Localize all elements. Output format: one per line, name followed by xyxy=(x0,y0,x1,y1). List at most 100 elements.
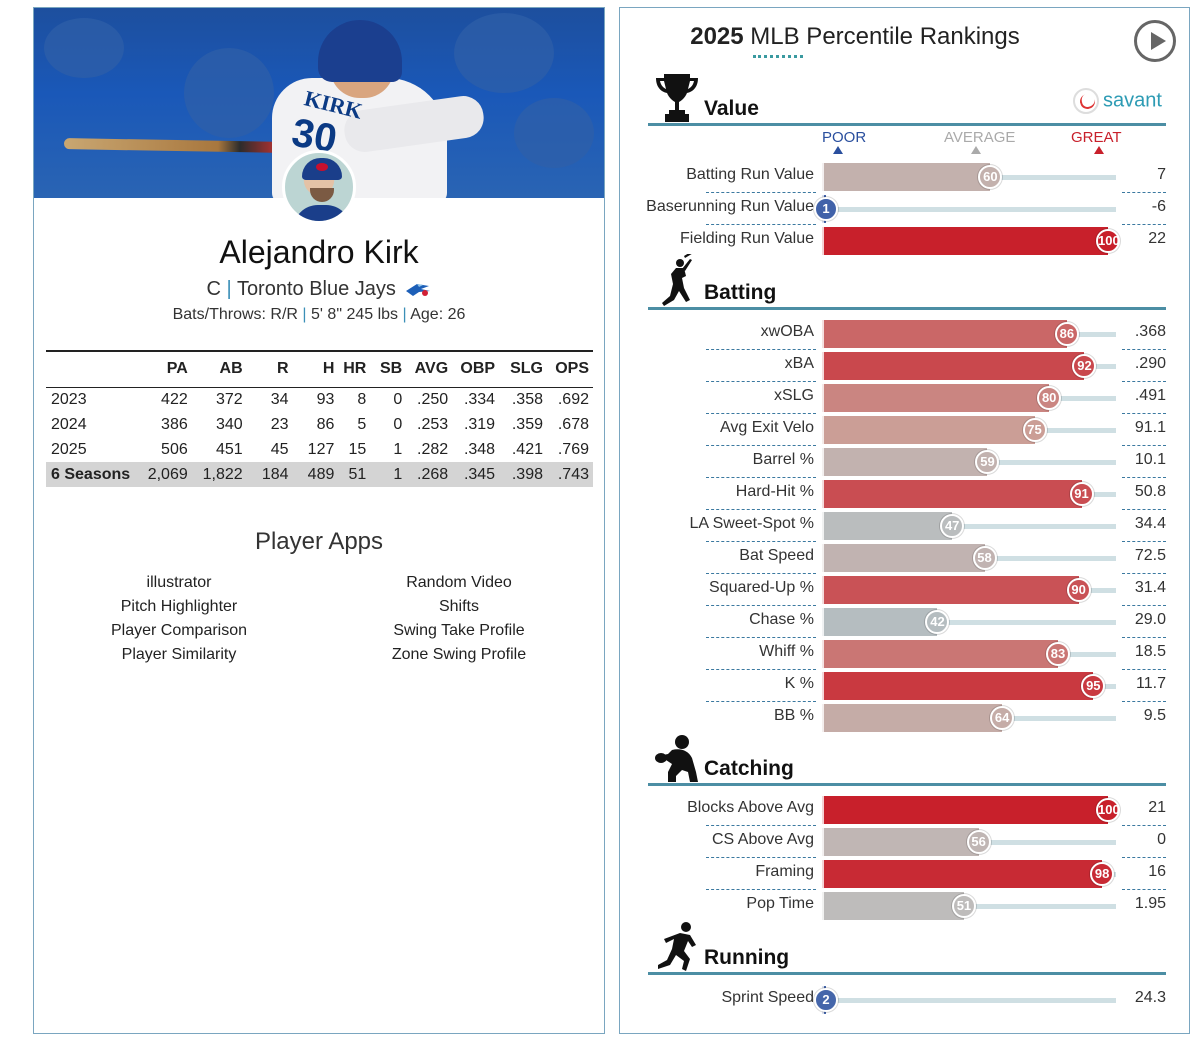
percentile-badge[interactable]: 42 xyxy=(925,610,950,634)
play-button[interactable] xyxy=(1134,20,1176,62)
metric-row[interactable]: Fielding Run Value 100 22 xyxy=(620,225,1189,257)
crowd-shape xyxy=(454,13,554,93)
savant-logo[interactable]: savant xyxy=(1073,88,1162,114)
percentile-badge[interactable]: 1 xyxy=(814,197,838,221)
metric-row[interactable]: Barrel % 59 10.1 xyxy=(620,446,1189,478)
app-link[interactable]: Shifts xyxy=(438,598,479,615)
column-header[interactable]: OPS xyxy=(555,360,589,378)
app-link[interactable]: Zone Swing Profile xyxy=(391,646,527,663)
bats-throws: Bats/Throws: R/R xyxy=(172,306,298,323)
column-header[interactable]: OBP xyxy=(460,360,496,378)
season-label[interactable]: 2024 xyxy=(51,415,87,433)
stat-cell: 386 xyxy=(161,415,188,433)
row-divider xyxy=(1122,477,1166,478)
row-divider xyxy=(706,381,816,382)
metric-row[interactable]: Squared-Up % 90 31.4 xyxy=(620,574,1189,606)
metric-row[interactable]: BB % 64 9.5 xyxy=(620,702,1189,734)
metric-label: CS Above Avg xyxy=(712,831,814,848)
app-link[interactable]: Player Comparison xyxy=(110,622,248,639)
metric-row[interactable]: LA Sweet-Spot % 47 34.4 xyxy=(620,510,1189,542)
stat-cell: 506 xyxy=(161,440,188,458)
column-header[interactable]: SB xyxy=(380,360,403,378)
metric-row[interactable]: Avg Exit Velo 75 91.1 xyxy=(620,414,1189,446)
column-header[interactable]: HR xyxy=(343,360,367,378)
metric-row[interactable]: xBA 92 .290 xyxy=(620,350,1189,382)
metric-row[interactable]: xSLG 80 .491 xyxy=(620,382,1189,414)
row-divider xyxy=(706,413,816,414)
stat-cell: .250 xyxy=(417,390,449,408)
metric-row[interactable]: Pop Time 51 1.95 xyxy=(620,890,1189,922)
app-link[interactable]: Player Similarity xyxy=(121,646,237,663)
metric-row[interactable]: CS Above Avg 56 0 xyxy=(620,826,1189,858)
metric-label: Batting Run Value xyxy=(686,166,814,183)
season-label[interactable]: 2025 xyxy=(51,440,87,458)
stat-cell: 372 xyxy=(215,390,243,408)
metric-value: -6 xyxy=(1151,198,1166,215)
percentile-badge[interactable]: 47 xyxy=(940,514,965,538)
percentile-rankings-panel: 2025 MLB Percentile Rankings savant POOR… xyxy=(619,7,1190,1034)
column-header[interactable]: AB xyxy=(219,360,243,378)
scale-great: GREAT xyxy=(1071,129,1122,146)
app-link[interactable]: Pitch Highlighter xyxy=(120,598,238,615)
percentile-badge[interactable]: 95 xyxy=(1081,674,1106,698)
percentile-badge[interactable]: 92 xyxy=(1072,354,1097,378)
metric-row[interactable]: Chase % 42 29.0 xyxy=(620,606,1189,638)
column-header[interactable]: PA xyxy=(166,360,188,378)
percentile-badge[interactable]: 64 xyxy=(990,706,1015,730)
row-divider xyxy=(1122,605,1166,606)
app-link[interactable]: Swing Take Profile xyxy=(393,622,525,639)
percentile-badge[interactable]: 100 xyxy=(1096,798,1120,822)
metric-row[interactable]: Bat Speed 58 72.5 xyxy=(620,542,1189,574)
app-link[interactable]: illustrator xyxy=(146,574,212,591)
column-header[interactable]: H xyxy=(322,360,335,378)
percentile-badge[interactable]: 80 xyxy=(1037,386,1062,410)
player-team[interactable]: Toronto Blue Jays xyxy=(236,278,396,300)
percentile-badge[interactable]: 75 xyxy=(1022,418,1047,442)
stat-cell: 2,069 xyxy=(145,462,192,487)
metric-row[interactable]: Sprint Speed 2 24.3 xyxy=(620,984,1189,1016)
column-header[interactable]: R xyxy=(276,360,289,378)
percentile-badge[interactable]: 58 xyxy=(972,546,997,570)
metric-row[interactable]: Whiff % 83 18.5 xyxy=(620,638,1189,670)
percentile-badge[interactable]: 60 xyxy=(978,165,1003,189)
metric-row[interactable]: xwOBA 86 .368 xyxy=(620,318,1189,350)
stat-cell: 8 xyxy=(357,390,367,408)
great-arrow-icon xyxy=(1094,146,1104,154)
percentile-badge[interactable]: 83 xyxy=(1046,642,1071,666)
stat-cell: .769 xyxy=(557,440,589,458)
row-divider xyxy=(706,509,816,510)
percentile-badge[interactable]: 98 xyxy=(1090,862,1115,886)
row-divider xyxy=(1122,445,1166,446)
height-weight: 5' 8" 245 lbs xyxy=(311,306,399,323)
percentile-badge[interactable]: 91 xyxy=(1069,482,1094,506)
percentile-badge[interactable]: 59 xyxy=(975,450,1000,474)
metric-row[interactable]: Batting Run Value 60 7 xyxy=(620,161,1189,193)
metric-row[interactable]: Framing 98 16 xyxy=(620,858,1189,890)
percentile-badge[interactable]: 100 xyxy=(1096,229,1120,253)
metric-row[interactable]: K % 95 11.7 xyxy=(620,670,1189,702)
percentile-badge[interactable]: 86 xyxy=(1054,322,1079,346)
row-divider xyxy=(706,605,816,606)
column-header[interactable]: AVG xyxy=(414,360,449,378)
stat-cell: 45 xyxy=(270,440,289,458)
percentile-badge[interactable]: 51 xyxy=(951,894,976,918)
metric-row[interactable]: Baserunning Run Value 1 -6 xyxy=(620,193,1189,225)
app-link[interactable]: Random Video xyxy=(406,574,512,591)
percentile-badge[interactable]: 90 xyxy=(1066,578,1091,602)
season-label[interactable]: 2023 xyxy=(51,390,87,408)
rankings-year[interactable]: 2025 xyxy=(690,23,744,50)
row-divider xyxy=(706,889,816,890)
player-age: Age: 26 xyxy=(410,306,466,323)
metric-row[interactable]: Blocks Above Avg 100 21 xyxy=(620,794,1189,826)
metric-label: Chase % xyxy=(749,611,814,628)
percentile-badge[interactable]: 56 xyxy=(966,830,991,854)
column-header[interactable]: SLG xyxy=(510,360,543,378)
metric-row[interactable]: Hard-Hit % 91 50.8 xyxy=(620,478,1189,510)
percentile-badge[interactable]: 2 xyxy=(814,988,838,1012)
stat-cell: .398 xyxy=(499,462,547,487)
season-label[interactable]: 6 Seasons xyxy=(46,462,146,487)
stat-cell: 489 xyxy=(292,462,339,487)
stat-cell: .334 xyxy=(463,390,496,408)
stat-cell: 1 xyxy=(393,440,403,458)
stat-cell: .348 xyxy=(463,440,496,458)
